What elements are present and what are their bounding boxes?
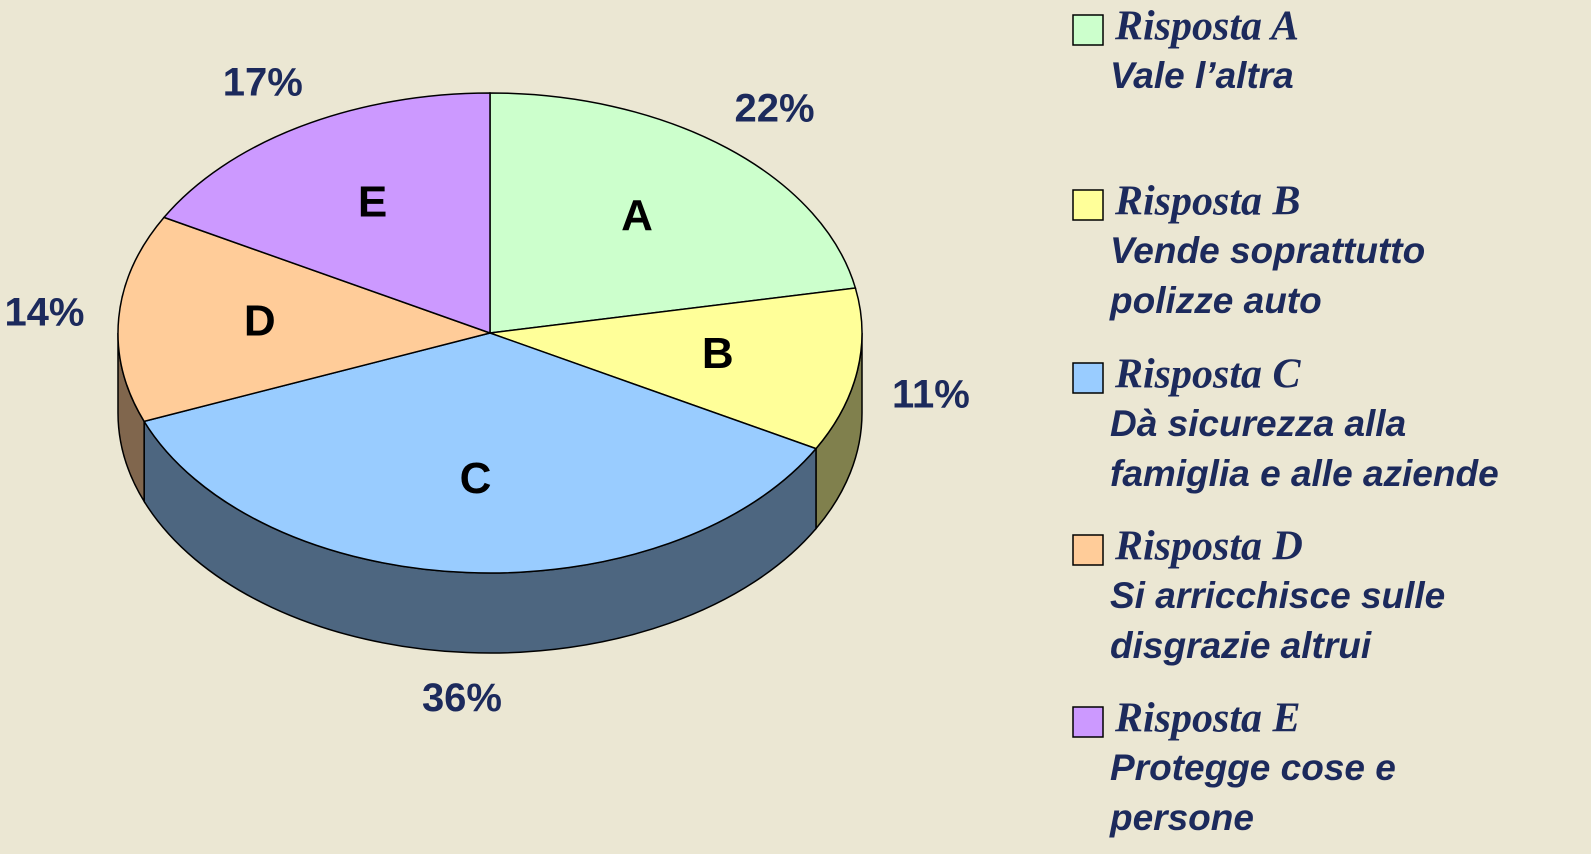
legend-swatch (1072, 706, 1104, 738)
legend-swatch (1072, 362, 1104, 394)
legend-description: disgrazie altrui (1110, 625, 1372, 666)
legend-label: Risposta D (1114, 524, 1303, 570)
slice (117, 216, 493, 423)
legend-description: Dà sicurezza alla (1110, 403, 1406, 444)
slice-letter: A (621, 191, 653, 240)
slice (489, 287, 863, 450)
legend-label: Risposta B (1114, 179, 1301, 225)
legend-swatch (1072, 534, 1104, 566)
data-label: 36% (422, 676, 502, 720)
data-label: 11% (892, 372, 970, 416)
legend-swatch (1072, 14, 1104, 46)
slice (142, 332, 818, 574)
slice-letter: C (460, 454, 492, 503)
legend-label: Risposta C (1114, 352, 1302, 398)
legend-description: Vende soprattutto (1110, 230, 1425, 271)
data-label: 17% (223, 61, 303, 105)
slice (489, 92, 857, 334)
legend-description: persone (1109, 797, 1254, 838)
data-label: 14% (4, 290, 84, 334)
legend-description: Protegge cose e (1110, 747, 1396, 788)
legend-description: famiglia e alle aziende (1110, 453, 1499, 494)
legend-description: polizze auto (1109, 280, 1322, 321)
slice-letter: E (358, 178, 387, 227)
slice-letter: B (702, 329, 734, 378)
legend-swatch (1072, 189, 1104, 221)
slice-letter: D (244, 296, 276, 345)
legend-label: Risposta A (1114, 4, 1299, 50)
legend-label: Risposta E (1114, 696, 1301, 742)
legend-description: Si arricchisce sulle (1110, 575, 1445, 616)
legend-description: Vale l’altra (1110, 55, 1294, 96)
slice (162, 92, 491, 335)
data-label: 22% (735, 87, 815, 131)
